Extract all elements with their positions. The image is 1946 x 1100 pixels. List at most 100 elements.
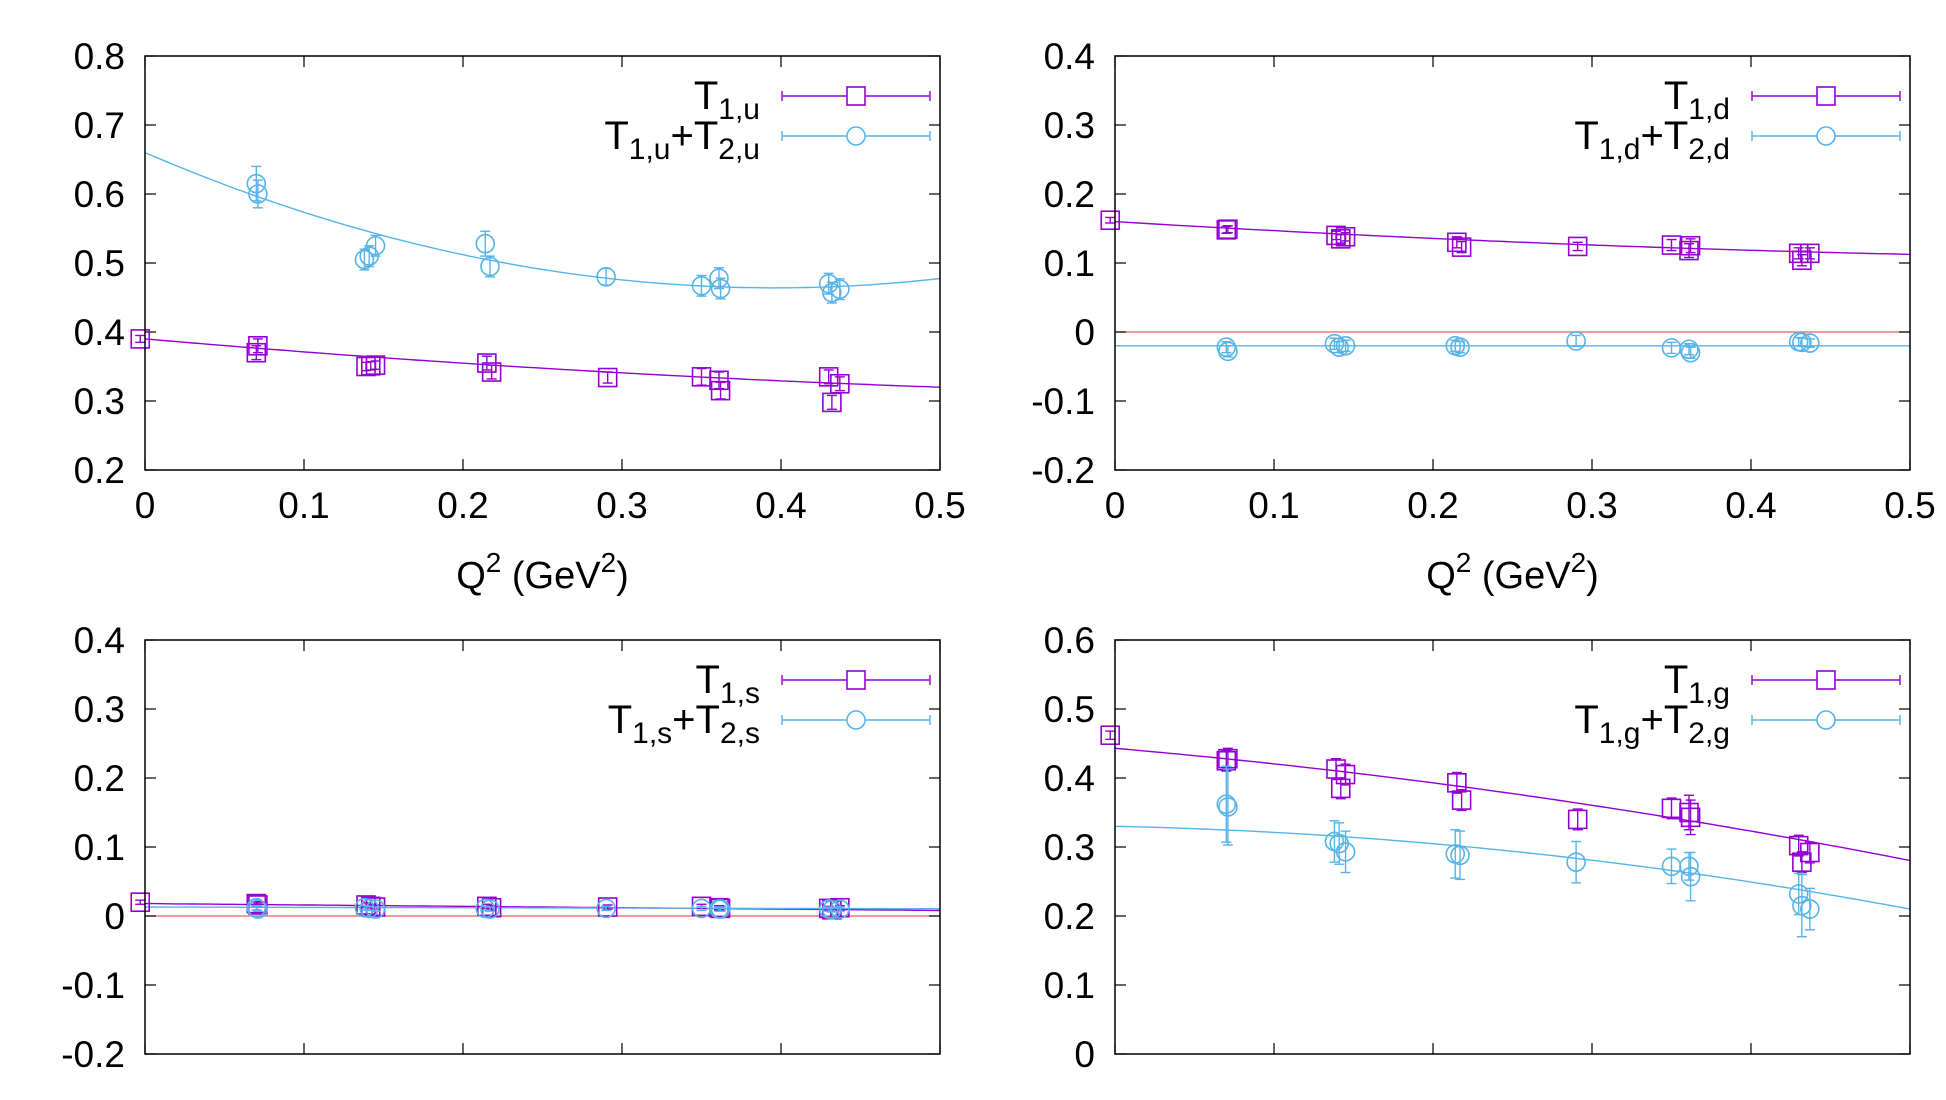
panel-u-t12-point-8 xyxy=(691,274,712,297)
panel-d-xtick-label-1: 0.1 xyxy=(1248,485,1299,526)
panel-u-points xyxy=(130,165,850,413)
panel-u-t12-point-7 xyxy=(596,266,616,287)
panel-u-t1-point-5 xyxy=(365,355,386,375)
panel-u-xtick-label-2: 0.2 xyxy=(437,485,488,526)
panel-d-xtick-label-3: 0.3 xyxy=(1566,485,1617,526)
panel-s-legend: T1,s T1,s+T2,s xyxy=(608,658,931,750)
panel-s-frame xyxy=(144,639,941,1055)
panel-u-ytick-label-3: 0.5 xyxy=(74,243,125,284)
panel-u-ytick-label-5: 0.7 xyxy=(74,105,125,146)
panel-u-xtick-label-1: 0.1 xyxy=(278,485,329,526)
panel-u-ytick-label-4: 0.6 xyxy=(74,174,125,215)
panel-s-t12-point-1 xyxy=(248,899,268,919)
panel-d-t12-point-1 xyxy=(1218,341,1238,362)
panel-d-t12-point-7 xyxy=(1566,331,1586,351)
panel-u-t12-point-10 xyxy=(710,277,731,300)
legend-d-t1-sample xyxy=(1751,86,1901,106)
panel-d-ticks: -0.2 -0.1 0 0.1 0.2 0.3 0.4 0 0.1 0.2 0.3 0.4 0.5 xyxy=(1031,36,1935,526)
legend-u-t1-sample xyxy=(781,86,931,106)
panel-u-fits xyxy=(144,151,941,388)
panel-g-t1-point-14 xyxy=(1800,841,1820,864)
panel-g-t1-point-9 xyxy=(1661,797,1682,820)
panel-u-frame xyxy=(144,55,941,471)
panel-s-ytick-label-6: 0.4 xyxy=(74,620,125,661)
panel-s-fits xyxy=(145,902,941,912)
panel-g-t12-point-7 xyxy=(1566,840,1586,884)
panel-g-points xyxy=(1100,725,1820,938)
panel-d-xtick-label-5: 0.5 xyxy=(1884,485,1935,526)
panel-g-t1-point-10 xyxy=(1679,794,1699,831)
panel-d-t1-point-14 xyxy=(1800,243,1820,264)
legend-g-t12-label: T1,g+T2,g xyxy=(1574,698,1730,750)
panel-d-ytick-label-6: 0.4 xyxy=(1044,36,1095,77)
panel-u-fit-t12 xyxy=(144,151,941,289)
panel-g-fits xyxy=(1114,747,1911,910)
panel-d-frame xyxy=(1114,55,1911,471)
panel-d-t1-point-2 xyxy=(1218,219,1238,239)
panel-g-t12-point-0 xyxy=(1216,765,1237,843)
panel-g-t12-point-9 xyxy=(1679,851,1699,881)
panel-u-ytick-label-1: 0.3 xyxy=(74,381,125,422)
panel-d-xtick-label-0: 0 xyxy=(1105,485,1126,526)
panel-d-fit-t1 xyxy=(1114,220,1911,256)
panel-s-ytick-label-4: 0.2 xyxy=(74,758,125,799)
panel-u-xtick-label-0: 0 xyxy=(135,485,156,526)
panel-u-t1-point-7 xyxy=(481,362,502,382)
panel-g-frame xyxy=(1114,639,1911,1055)
panel-g-t12-point-13 xyxy=(1800,887,1820,931)
panel-d-ytick-label-1: -0.1 xyxy=(1031,381,1095,422)
panel-u-t1-point-4 xyxy=(360,356,381,376)
panel-g-t12-point-6 xyxy=(1450,830,1470,881)
legend-s-t1-sample xyxy=(781,670,931,690)
panel-g-t1-point-4 xyxy=(1330,777,1351,800)
panel-g-t12-point-1 xyxy=(1218,768,1238,846)
panel-s-ytick-label-0: -0.2 xyxy=(61,1034,125,1075)
panel-g-ytick-label-1: 0.1 xyxy=(1044,965,1095,1006)
panel-d-t12-point-4 xyxy=(1335,335,1356,356)
panel-u-ytick-label-6: 0.8 xyxy=(74,36,125,77)
legend-s-t12-label: T1,s+T2,s xyxy=(608,698,760,750)
panel-s-ytick-label-2: 0 xyxy=(104,896,125,937)
panel-u-t1-point-14 xyxy=(830,373,850,394)
panel-g-t12-point-8 xyxy=(1661,848,1682,885)
panel-s-points xyxy=(130,892,850,920)
panel-d-t1-point-7 xyxy=(1451,237,1472,257)
panel-g-t12-point-5 xyxy=(1445,829,1466,879)
panel-g-t12-point-10 xyxy=(1680,851,1701,902)
panel-d-t12-point-10 xyxy=(1680,342,1701,363)
panel-g-t12-point-11 xyxy=(1788,872,1809,916)
legend-g-t1-label: T1,g xyxy=(1664,658,1730,710)
panel-d-t12-point-13 xyxy=(1800,333,1820,353)
panel-u-xtick-label-4: 0.4 xyxy=(755,485,806,526)
panel-d-t1-point-9 xyxy=(1661,235,1682,255)
panel-u-t1-point-10 xyxy=(709,370,729,391)
panel-u-t12-point-5 xyxy=(475,230,496,257)
panel-s-ytick-label-1: -0.1 xyxy=(61,965,125,1006)
panel-g-ytick-label-2: 0.2 xyxy=(1044,896,1095,937)
panel-u-t12-point-13 xyxy=(830,278,850,301)
panel-u-xtick-label-3: 0.3 xyxy=(596,485,647,526)
panel-u-xlabel: Q2 (GeV2) xyxy=(456,547,629,597)
panel-u-t1-point-13 xyxy=(822,392,842,413)
panel-s-t1-point-0 xyxy=(130,892,151,913)
panel-d-t12-point-6 xyxy=(1450,337,1470,357)
legend-d-t12-label: T1,d+T2,d xyxy=(1574,114,1730,166)
panel-d-points xyxy=(1100,210,1820,363)
panel-d-xtick-label-2: 0.2 xyxy=(1407,485,1458,526)
legend-u-t12-sample xyxy=(781,126,931,146)
panel-g-t12-point-4 xyxy=(1335,830,1356,874)
panel-d-t1-point-1 xyxy=(1216,220,1237,240)
panel-d-t1-point-5 xyxy=(1335,226,1356,247)
panel-d-t1-point-11 xyxy=(1680,235,1701,256)
panel-u-t12-point-0 xyxy=(246,165,267,202)
legend-g-t12-sample xyxy=(1751,710,1901,730)
panel-g-t12-point-2 xyxy=(1324,820,1345,863)
panel-g: 0 0.1 0.2 0.3 0.4 0.5 0.6 T1,g T1,g+T2,g xyxy=(1044,620,1911,1075)
panel-d-t1-point-8 xyxy=(1567,236,1588,257)
panel-d-t1-point-4 xyxy=(1330,229,1351,249)
panel-u-t1-point-8 xyxy=(597,367,618,388)
panel-g-ytick-label-3: 0.3 xyxy=(1044,827,1095,868)
panel-g-ytick-label-5: 0.5 xyxy=(1044,689,1095,730)
panel-u-t12-point-4 xyxy=(365,234,386,257)
panel-s-fit-t12 xyxy=(145,906,941,910)
